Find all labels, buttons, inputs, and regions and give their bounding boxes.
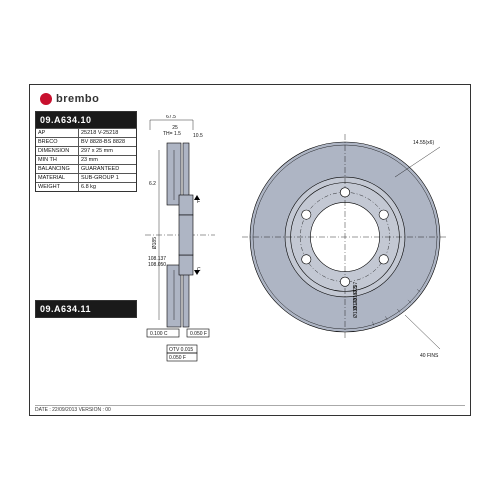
gdnt-f2: 0.050 F xyxy=(169,355,186,361)
spec-key: BALANCING xyxy=(36,165,79,173)
dim-67-5: 67.5 xyxy=(166,115,176,120)
spec-key: AP xyxy=(36,129,79,137)
brand-logo: brembo xyxy=(40,93,99,105)
side-section-view: 67.5 25 TH= 1.5 10.5 6.2 xyxy=(145,115,205,315)
spec-key: MIN TH xyxy=(36,156,79,164)
spec-val: 23 mm xyxy=(79,156,136,164)
spec-key: DIMENSION xyxy=(36,147,79,155)
footer: DATE : 22/09/2013 VERSION : 00 xyxy=(35,405,465,413)
bolt-callout: 14.55(x6) xyxy=(413,140,434,146)
title-block: 09.A634.10 AP25218 V-25218BRECOBV 8828-B… xyxy=(35,111,137,192)
footer-date-label: DATE : xyxy=(35,407,51,413)
spec-val: 25218 V-25218 xyxy=(79,129,136,137)
spec-val: 297 x 25 mm xyxy=(79,147,136,155)
footer-version: 00 xyxy=(105,407,111,413)
spec-row: BALANCINGGUARANTEED xyxy=(36,164,136,173)
dim-185: Ø185 xyxy=(152,237,158,249)
dim-th: TH= 1.5 xyxy=(163,131,181,137)
gdnt-otv: OTV 0.015 xyxy=(169,347,193,353)
front-view: 14.55(x6) 40 FINS Ø297Ø187.5Ø170Ø139.7 xyxy=(235,97,460,357)
spec-val: 6.8 kg xyxy=(79,183,136,191)
spec-key: WEIGHT xyxy=(36,183,79,191)
spec-key: BRECO xyxy=(36,138,79,146)
note-108050: 108.050 xyxy=(148,262,166,268)
gdnt-c: 0.100 C xyxy=(150,331,168,337)
spec-val: SUB-GROUP 1 xyxy=(79,174,136,182)
rotor-section xyxy=(145,143,215,327)
spec-val: GUARANTEED xyxy=(79,165,136,173)
part-number-secondary: 09.A634.11 xyxy=(36,301,136,317)
footer-version-label: VERSION : xyxy=(79,407,104,413)
spec-row: BRECOBV 8828-BS 8828 xyxy=(36,137,136,146)
secondary-part-number-block: 09.A634.11 xyxy=(35,300,137,318)
dim-6-2: 6.2 xyxy=(149,181,156,187)
part-number-primary: 09.A634.10 xyxy=(36,112,136,128)
spec-row: WEIGHT6.8 kg xyxy=(36,182,136,191)
spec-key: MATERIAL xyxy=(36,174,79,182)
brand-name: brembo xyxy=(56,93,99,105)
drawing-views: 67.5 25 TH= 1.5 10.5 6.2 xyxy=(145,97,462,395)
technical-drawing-frame: brembo 09.A634.10 AP25218 V-25218BRECOBV… xyxy=(29,84,471,416)
diameter-label: Ø139.7 xyxy=(353,301,359,318)
spec-val: BV 8828-BS 8828 xyxy=(79,138,136,146)
spec-row: MIN TH23 mm xyxy=(36,155,136,164)
footer-date: 22/09/2013 xyxy=(52,407,77,413)
spec-row: AP25218 V-25218 xyxy=(36,128,136,137)
spec-row: MATERIALSUB-GROUP 1 xyxy=(36,173,136,182)
fins-label: 40 FINS xyxy=(420,353,439,359)
dim-10-5: 10.5 xyxy=(193,133,203,139)
gdnt-f1: 0.050 F xyxy=(190,331,207,337)
spec-row: DIMENSION297 x 25 mm xyxy=(36,146,136,155)
brand-dot-icon xyxy=(40,93,52,105)
